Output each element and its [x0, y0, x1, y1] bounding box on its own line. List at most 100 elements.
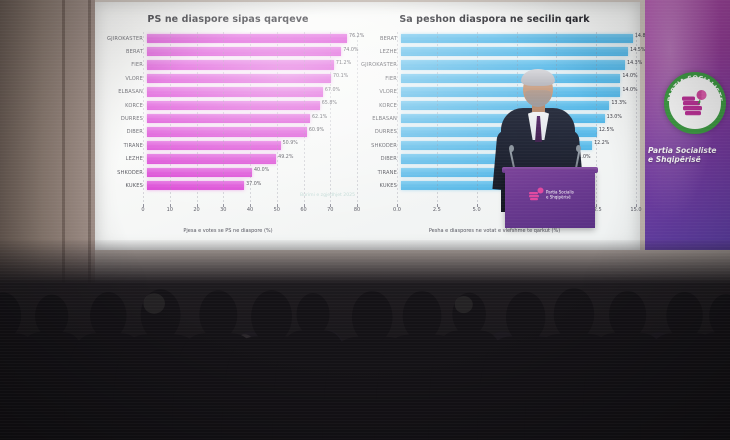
axis-tick-label: 20	[193, 207, 200, 213]
audience-head	[296, 293, 330, 336]
bar-value-label: 49.2%	[278, 154, 294, 160]
svg-text:Partia Socialiste: Partia Socialiste	[546, 190, 574, 195]
bar-value-label: 50.9%	[282, 141, 298, 147]
bar-category-label: SHKODER	[117, 169, 143, 176]
gridline	[303, 32, 305, 204]
gridline	[169, 32, 171, 204]
bar-category-label: VLORE	[379, 89, 397, 96]
axis-tick-label: 10	[166, 207, 173, 213]
bar	[147, 127, 307, 137]
audience-head-highlight	[143, 293, 165, 314]
axis-tick-label: 40	[246, 207, 254, 213]
axis-tick-label: 2.5	[432, 207, 441, 213]
party-logo-ring-text: PARTIA SOCIALISTE ★ 1991 ★	[666, 74, 724, 128]
bar-zone: 40.0%	[147, 166, 357, 179]
axis-tick-label: 60	[300, 207, 307, 213]
gridline	[476, 32, 478, 204]
bar-zone: 49.2%	[147, 153, 357, 166]
bar-category-label: LEZHE	[379, 49, 397, 56]
bar-category-label: TIRANE	[123, 142, 143, 149]
bar-zone: 70.1%	[147, 72, 357, 85]
left-chart-x-axis: 0 10 20 30 40 50 60 70 80	[141, 204, 360, 220]
axis-tick-label: 5.0	[472, 207, 481, 213]
right-chart-x-label: Pesha e diaspores ne votat e vlefshme te…	[428, 228, 561, 234]
bar-row: LEZHE 49.2%	[99, 153, 357, 166]
audience-head	[609, 291, 647, 339]
audience-head	[666, 292, 703, 339]
audience-head	[709, 294, 730, 338]
audience	[0, 240, 730, 440]
bar-row: DURRES 62.1%	[99, 112, 357, 125]
audience-head	[90, 292, 127, 339]
bar-row: ELBASAN 67.0%	[99, 86, 357, 99]
gridline	[276, 32, 278, 204]
audience-silhouettes	[0, 288, 730, 440]
bar-zone: 65.8%	[147, 99, 357, 112]
bar-category-label: VLORE	[125, 75, 143, 82]
speaker-neck	[532, 102, 545, 112]
bar-category-label: DURRES	[374, 129, 397, 136]
bar-value-label: 13.3%	[611, 101, 627, 107]
audience-head	[140, 289, 181, 341]
gridline	[223, 32, 225, 204]
gridline	[436, 32, 438, 204]
bar-category-label: TIRANE	[377, 169, 397, 176]
bar-zone: 50.9%	[147, 139, 357, 152]
bar-row: TIRANE 50.9%	[99, 139, 357, 152]
bar-value-label: 14.3%	[627, 61, 643, 67]
audience-shoulders	[684, 332, 730, 440]
bar-row: FIER 71.2%	[99, 59, 357, 72]
left-chart-x-label: Pjesa e votes se PS ne diaspore (%)	[183, 228, 273, 234]
bar-row: GJIROKASTER 14.3%	[353, 59, 642, 72]
microphone-head	[509, 145, 514, 152]
bar-value-label: 37.0%	[246, 181, 262, 187]
bar	[147, 140, 281, 151]
speaker-hair	[521, 69, 555, 86]
bar-category-label: SHKODER	[371, 142, 397, 149]
bar	[401, 47, 629, 57]
gridline	[143, 32, 144, 204]
bar-category-label: ELBASAN	[118, 89, 143, 96]
podium	[505, 170, 595, 228]
bar-value-label: 12.5%	[598, 128, 615, 134]
bar-zone: 74.0%	[147, 45, 359, 58]
podium-party-logo: Partia Socialiste e Shqipërisë	[529, 187, 574, 201]
bar-row: GJIROKASTER 76.2%	[99, 32, 364, 45]
axis-tick-label: 0	[141, 207, 145, 213]
bar-category-label: DIBER	[380, 156, 397, 163]
audience-head	[0, 292, 22, 339]
right-chart-title: Sa peshon diaspora ne secilin qark	[399, 14, 590, 25]
svg-text:★ 1991 ★: ★ 1991 ★	[679, 116, 711, 128]
bar-value-label: 60.9%	[308, 128, 325, 134]
bar-category-label: KUKES	[125, 182, 143, 189]
audience-head	[251, 290, 293, 343]
speaker-tie	[535, 116, 542, 142]
wall-seam	[88, 0, 91, 300]
microphone-head	[576, 145, 581, 152]
bar	[147, 87, 323, 97]
bar-category-label: FIER	[385, 75, 397, 82]
bar-category-label: KORCE	[379, 102, 397, 109]
bar-zone: 37.0%	[147, 179, 357, 192]
chart-panel-left: PS ne diaspore sipas qarqeve GJIROKASTER…	[99, 8, 364, 244]
axis-tick-label: 0.0	[393, 207, 401, 213]
left-chart-title: PS ne diaspore sipas qarqeve	[147, 14, 309, 25]
bar-row: KORCE 65.8%	[99, 99, 357, 112]
left-chart-watermark: Burimi e zgjedhjet 2025	[299, 193, 355, 198]
bar-row: VLORE 70.1%	[99, 72, 357, 85]
banner-party-name: Partia Socialiste e Shqipërisë	[648, 146, 730, 164]
bar-zone: 71.2%	[147, 59, 357, 72]
axis-tick-label: 15.0	[630, 207, 642, 213]
audience-head	[402, 291, 442, 341]
bar-value-label: 14.5%	[630, 47, 646, 53]
bar	[147, 47, 342, 57]
gridline	[636, 32, 637, 204]
bar	[147, 154, 277, 164]
bar-value-label: 14.8%	[634, 34, 651, 40]
speaker-beard	[525, 90, 551, 107]
bar-row: BERAT 74.0%	[99, 45, 359, 58]
svg-text:e Shqipërisë: e Shqipërisë	[546, 195, 571, 200]
audience-head	[35, 294, 69, 338]
rose-fist-icon	[682, 90, 707, 116]
